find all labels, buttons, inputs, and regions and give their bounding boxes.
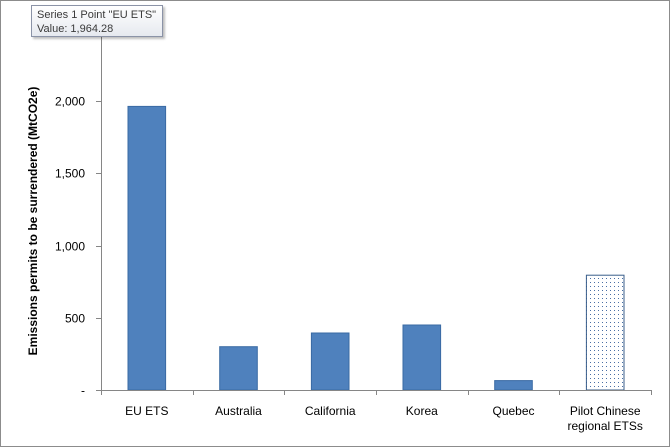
x-tick-label: Korea: [406, 404, 438, 418]
y-tick-label: 1,500: [55, 167, 85, 181]
tick-labels: - 500 1,000 1,500 2,000 EU ETS Australia Califo…: [55, 95, 643, 434]
tooltip-value-line: Value: 1,964.28: [37, 23, 114, 35]
bars: [127, 105, 625, 391]
tooltip-series-line: Series 1 Point "EU ETS": [37, 9, 157, 21]
x-tick-label: California: [305, 404, 356, 418]
x-tick-label: Pilot Chinese regional ETSs: [568, 404, 643, 433]
y-tick-label: 1,000: [55, 240, 85, 254]
y-axis-title: Emissions permits to be surrendered (MtC…: [26, 87, 40, 356]
bar-australia[interactable]: [219, 346, 258, 391]
x-tick-label: Quebec: [492, 404, 534, 418]
bar-california[interactable]: [310, 332, 350, 391]
x-tick-label: EU ETS: [125, 404, 168, 418]
data-point-tooltip: Series 1 Point "EU ETS" Value: 1,964.28: [31, 5, 163, 37]
x-tick-label: Australia: [215, 404, 262, 418]
bar-pilot-chinese-regional-etss[interactable]: [585, 274, 625, 391]
bar-quebec[interactable]: [494, 380, 533, 391]
y-tick-label: -: [81, 384, 85, 398]
y-tick-label: 2,000: [55, 95, 85, 109]
y-tick-label: 500: [65, 312, 85, 326]
axes: [96, 29, 652, 395]
bar-korea[interactable]: [402, 324, 442, 391]
bar-eu-ets[interactable]: [127, 105, 167, 391]
